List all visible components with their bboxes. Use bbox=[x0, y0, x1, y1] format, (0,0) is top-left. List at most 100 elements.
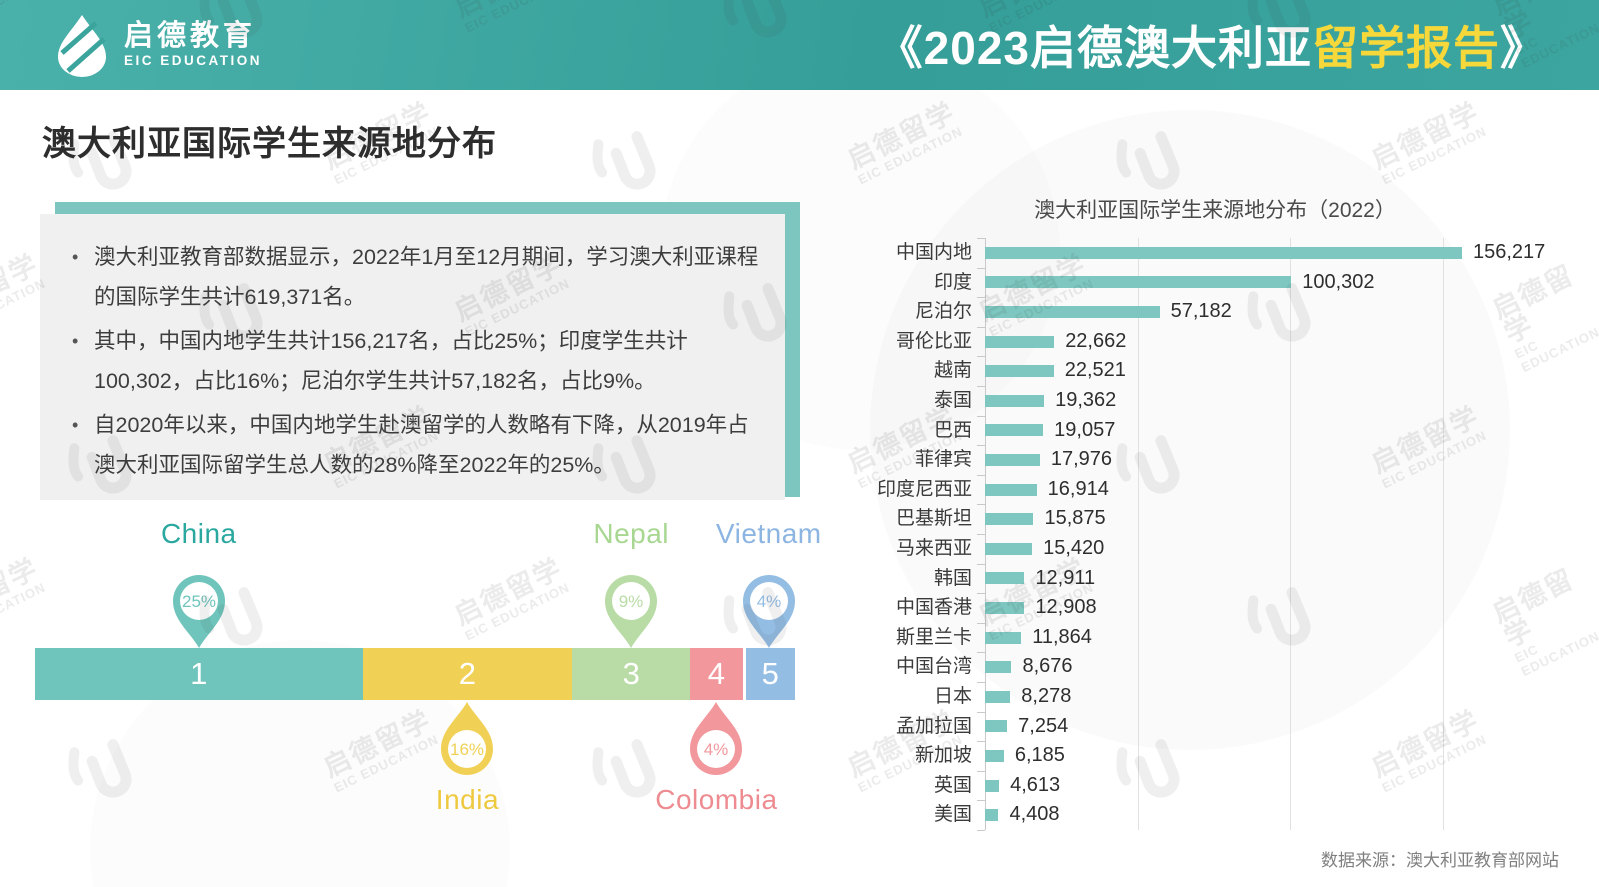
percent-pin-colombia: 4% bbox=[683, 700, 749, 782]
chart-value-label: 11,864 bbox=[1032, 625, 1092, 648]
logo-name-en: EIC EDUCATION bbox=[124, 53, 263, 68]
chart-value-label: 19,057 bbox=[1054, 418, 1116, 441]
axis-tick bbox=[977, 652, 985, 654]
axis-tick bbox=[977, 682, 985, 683]
chart-bar bbox=[985, 335, 1055, 348]
axis-tick bbox=[977, 504, 985, 506]
chart-category-label: 马来西亚 bbox=[895, 538, 972, 559]
bullet-text: 其中，中国内地学生共计156,217名，占比25%；印度学生共计100,302，… bbox=[94, 329, 688, 393]
timeline-rank-label: 5 bbox=[761, 656, 779, 691]
axis-tick bbox=[977, 800, 985, 802]
svg-text:4%: 4% bbox=[704, 740, 729, 759]
chart-bar bbox=[985, 513, 1034, 526]
chart-title: 澳大利亚国际学生来源地分布（2022） bbox=[1034, 199, 1396, 222]
chart-row: 斯里兰卡 11,864 bbox=[860, 623, 1580, 653]
chart-row: 新加坡 6,185 bbox=[860, 741, 1580, 771]
country-label-vietnam: Vietnam bbox=[715, 518, 822, 549]
bullet-marker: • bbox=[72, 415, 79, 435]
chart-category-label: 泰国 bbox=[933, 390, 972, 411]
report-title-suffix: 》 bbox=[1500, 22, 1547, 74]
chart-bar bbox=[985, 542, 1033, 555]
chart-row: 印度 100,302 bbox=[860, 268, 1580, 298]
timeline-segment-china: 1 bbox=[35, 648, 363, 700]
axis-tick bbox=[977, 386, 985, 387]
axis-tick bbox=[977, 830, 985, 831]
svg-text:16%: 16% bbox=[450, 740, 484, 759]
logo: 启德教育 EIC EDUCATION bbox=[52, 13, 262, 77]
chart-category-label: 哥伦比亚 bbox=[895, 330, 972, 352]
report-title: 《2023启德澳大利亚留学报告》 bbox=[877, 12, 1547, 78]
chart-category-label: 巴西 bbox=[933, 419, 972, 441]
timeline-segment-nepal: 3 bbox=[572, 648, 691, 700]
chart-value-label: 4,613 bbox=[1010, 773, 1061, 796]
chart-row: 马来西亚 15,420 bbox=[860, 534, 1580, 564]
chart-bar bbox=[985, 572, 1025, 585]
chart-value-label: 17,976 bbox=[1050, 448, 1113, 471]
bullet-item: • 自2020年以来，中国内地学生赴澳留学的人数略有下降，从2019年占澳大利亚国… bbox=[70, 406, 761, 485]
axis-tick bbox=[977, 238, 985, 239]
axis-tick bbox=[977, 326, 985, 328]
chart-plot: 中国内地 156,217 印度 100,302 尼泊尔 57,182 哥伦比亚 22,662 越… bbox=[860, 238, 1580, 831]
chart-category-label: 巴基斯坦 bbox=[895, 508, 972, 530]
axis-tick bbox=[977, 415, 985, 417]
report-title-prefix: 《2023启德澳大利亚 bbox=[876, 22, 1312, 74]
chart-row: 尼泊尔 57,182 bbox=[860, 297, 1580, 327]
bullet-list: • 澳大利亚教育部数据显示，2022年1月至12月期间，学习澳大利亚课程的国际学生… bbox=[70, 238, 761, 485]
svg-text:25%: 25% bbox=[182, 592, 216, 611]
chart-category-label: 新加坡 bbox=[914, 745, 972, 767]
bullet-item: • 其中，中国内地学生共计156,217名，占比25%；印度学生共计100,302… bbox=[70, 322, 761, 401]
info-box: • 澳大利亚教育部数据显示，2022年1月至12月期间，学习澳大利亚课程的国际学生… bbox=[40, 214, 785, 500]
svg-text:4%: 4% bbox=[756, 592, 781, 611]
timeline-rank-label: 4 bbox=[707, 656, 725, 691]
chart-value-label: 8,676 bbox=[1022, 655, 1073, 678]
axis-tick bbox=[977, 267, 985, 269]
y-axis-line bbox=[985, 238, 986, 830]
logo-name-cn: 启德教育 bbox=[124, 20, 257, 52]
chart-row: 美国 4,408 bbox=[860, 800, 1580, 830]
country-label-china: China bbox=[160, 518, 237, 549]
chart-bar bbox=[985, 779, 1000, 792]
timeline-rank-label: 3 bbox=[622, 656, 640, 691]
chart-value-label: 156,217 bbox=[1472, 241, 1546, 263]
country-label-colombia: Colombia bbox=[655, 784, 778, 815]
chart-value-label: 15,875 bbox=[1044, 507, 1106, 530]
chart-value-label: 19,362 bbox=[1055, 389, 1117, 411]
chart-category-label: 中国香港 bbox=[895, 597, 972, 619]
chart-bar bbox=[985, 809, 999, 822]
rank-timeline: 1 2 3 4 5 25% China 16% India 9% Nepal 4% Colombia 4… bbox=[35, 500, 821, 850]
chart-category-label: 印度尼西亚 bbox=[876, 478, 972, 500]
chart-row: 中国台湾 8,676 bbox=[860, 652, 1580, 682]
axis-tick bbox=[977, 711, 985, 713]
timeline-rank-label: 2 bbox=[458, 656, 477, 691]
chart-row: 泰国 19,362 bbox=[860, 386, 1580, 416]
logo-icon bbox=[58, 15, 106, 77]
percent-pin-vietnam: 4% bbox=[736, 568, 802, 650]
axis-tick bbox=[977, 741, 985, 743]
chart-row: 中国香港 12,908 bbox=[860, 593, 1580, 623]
svg-text:9%: 9% bbox=[619, 592, 644, 611]
gridline bbox=[1443, 238, 1444, 830]
chart-bar bbox=[985, 246, 1462, 259]
country-label-nepal: Nepal bbox=[593, 518, 670, 549]
chart-category-label: 英国 bbox=[933, 774, 972, 796]
chart-bar bbox=[985, 690, 1011, 703]
logo-text: 启德教育 EIC EDUCATION bbox=[124, 21, 262, 69]
chart-row: 印度尼西亚 16,914 bbox=[860, 475, 1580, 505]
chart-row: 菲律宾 17,976 bbox=[860, 445, 1580, 475]
chart-row: 孟加拉国 7,254 bbox=[860, 712, 1580, 742]
chart-row: 日本 8,278 bbox=[860, 682, 1580, 712]
chart-row: 巴西 19,057 bbox=[860, 416, 1580, 446]
chart-row: 英国 4,613 bbox=[860, 771, 1580, 801]
chart-bar bbox=[985, 394, 1045, 407]
chart-category-label: 中国台湾 bbox=[895, 656, 972, 678]
source-note: 数据来源：澳大利亚教育部网站 bbox=[1321, 851, 1559, 870]
timeline-segment-vietnam: 5 bbox=[742, 648, 795, 700]
chart-value-label: 22,662 bbox=[1065, 329, 1127, 352]
percent-pin-china: 25% bbox=[166, 568, 232, 650]
axis-tick bbox=[977, 593, 985, 595]
chart-bar bbox=[985, 424, 1044, 437]
country-label-india: India bbox=[435, 784, 500, 815]
report-title-highlight: 留学报告 bbox=[1312, 22, 1500, 74]
